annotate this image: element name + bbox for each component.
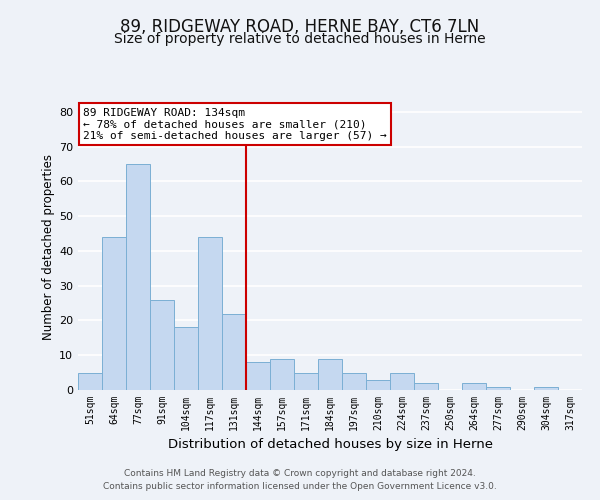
Y-axis label: Number of detached properties: Number of detached properties <box>42 154 55 340</box>
Bar <box>126 164 150 390</box>
Bar <box>462 383 486 390</box>
Text: Contains public sector information licensed under the Open Government Licence v3: Contains public sector information licen… <box>103 482 497 491</box>
Bar <box>246 362 270 390</box>
X-axis label: Distribution of detached houses by size in Herne: Distribution of detached houses by size … <box>167 438 493 452</box>
Bar <box>150 300 174 390</box>
Bar <box>102 237 126 390</box>
Bar <box>294 372 318 390</box>
Text: Contains HM Land Registry data © Crown copyright and database right 2024.: Contains HM Land Registry data © Crown c… <box>124 468 476 477</box>
Bar <box>222 314 246 390</box>
Bar <box>414 383 438 390</box>
Bar <box>270 358 294 390</box>
Bar <box>78 372 102 390</box>
Bar <box>486 386 510 390</box>
Text: 89, RIDGEWAY ROAD, HERNE BAY, CT6 7LN: 89, RIDGEWAY ROAD, HERNE BAY, CT6 7LN <box>121 18 479 36</box>
Bar <box>342 372 366 390</box>
Text: 89 RIDGEWAY ROAD: 134sqm
← 78% of detached houses are smaller (210)
21% of semi-: 89 RIDGEWAY ROAD: 134sqm ← 78% of detach… <box>83 108 387 141</box>
Bar <box>534 386 558 390</box>
Bar <box>174 328 198 390</box>
Bar <box>366 380 390 390</box>
Bar <box>318 358 342 390</box>
Bar <box>390 372 414 390</box>
Bar <box>198 237 222 390</box>
Text: Size of property relative to detached houses in Herne: Size of property relative to detached ho… <box>114 32 486 46</box>
